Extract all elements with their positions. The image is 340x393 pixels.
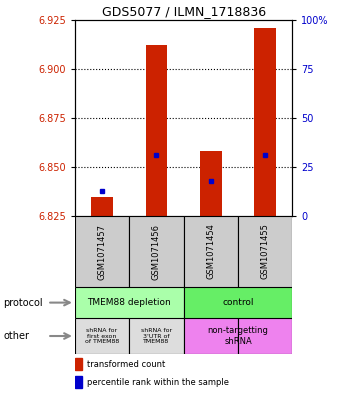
FancyBboxPatch shape bbox=[238, 318, 292, 354]
FancyBboxPatch shape bbox=[129, 216, 184, 287]
Bar bbox=[146, 45, 167, 216]
Text: protocol: protocol bbox=[3, 298, 43, 308]
Text: control: control bbox=[222, 298, 254, 307]
Text: GSM1071455: GSM1071455 bbox=[261, 224, 270, 279]
Text: percentile rank within the sample: percentile rank within the sample bbox=[87, 378, 229, 387]
Text: non-targetting
shRNA: non-targetting shRNA bbox=[207, 326, 269, 346]
FancyBboxPatch shape bbox=[75, 216, 129, 287]
Bar bbox=[75, 376, 82, 388]
Bar bbox=[200, 151, 222, 216]
Text: GSM1071457: GSM1071457 bbox=[98, 224, 106, 279]
Text: other: other bbox=[3, 331, 29, 341]
Text: shRNA for
3'UTR of
TMEM88: shRNA for 3'UTR of TMEM88 bbox=[141, 328, 172, 344]
Text: GSM1071454: GSM1071454 bbox=[206, 224, 215, 279]
FancyBboxPatch shape bbox=[75, 287, 184, 318]
FancyBboxPatch shape bbox=[184, 287, 292, 318]
Text: GSM1071456: GSM1071456 bbox=[152, 224, 161, 279]
Title: GDS5077 / ILMN_1718836: GDS5077 / ILMN_1718836 bbox=[102, 6, 266, 18]
Bar bbox=[254, 28, 276, 216]
Text: transformed count: transformed count bbox=[87, 360, 165, 369]
FancyBboxPatch shape bbox=[238, 216, 292, 287]
FancyBboxPatch shape bbox=[184, 216, 238, 287]
Bar bbox=[91, 196, 113, 216]
Text: TMEM88 depletion: TMEM88 depletion bbox=[87, 298, 171, 307]
Text: shRNA for
first exon
of TMEM88: shRNA for first exon of TMEM88 bbox=[85, 328, 119, 344]
FancyBboxPatch shape bbox=[184, 318, 238, 354]
Bar bbox=[75, 358, 82, 370]
FancyBboxPatch shape bbox=[75, 318, 129, 354]
FancyBboxPatch shape bbox=[129, 318, 184, 354]
